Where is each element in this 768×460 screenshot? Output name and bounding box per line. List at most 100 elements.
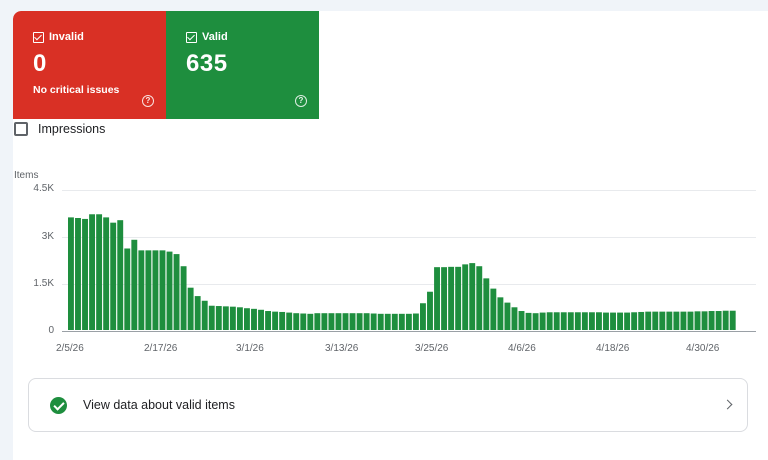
chart-bar[interactable] bbox=[222, 306, 229, 330]
chart-bar[interactable] bbox=[525, 312, 532, 330]
chart-bar[interactable] bbox=[518, 311, 525, 330]
chart-bar[interactable] bbox=[370, 313, 377, 330]
chart-bar[interactable] bbox=[504, 302, 511, 330]
invalid-tile[interactable]: Invalid 0 No critical issues ? bbox=[13, 11, 166, 119]
chart-bar[interactable] bbox=[497, 297, 504, 330]
chart-bar[interactable] bbox=[377, 313, 384, 330]
chart-bar[interactable] bbox=[511, 307, 518, 330]
chart-bar[interactable] bbox=[145, 250, 152, 330]
chart-bar[interactable] bbox=[68, 217, 74, 330]
chart-bar[interactable] bbox=[546, 312, 553, 330]
chart-bar[interactable] bbox=[729, 310, 736, 330]
chart-bar[interactable] bbox=[631, 312, 638, 330]
chart-bar[interactable] bbox=[560, 312, 567, 330]
chart-bar[interactable] bbox=[659, 311, 666, 330]
chart-bar[interactable] bbox=[490, 288, 497, 330]
impressions-checkbox[interactable] bbox=[14, 122, 28, 136]
chart-bar[interactable] bbox=[666, 311, 673, 330]
chart-bar[interactable] bbox=[581, 312, 588, 330]
chart-bar[interactable] bbox=[166, 251, 173, 330]
help-icon[interactable]: ? bbox=[142, 95, 154, 107]
chart-bar[interactable] bbox=[673, 311, 680, 330]
impressions-toggle[interactable]: Impressions bbox=[14, 122, 105, 136]
chart-bar[interactable] bbox=[349, 313, 356, 330]
chart-bar[interactable] bbox=[532, 313, 539, 330]
chart-bar[interactable] bbox=[715, 311, 722, 330]
chart-bar[interactable] bbox=[314, 313, 321, 330]
chart-bar[interactable] bbox=[131, 239, 138, 330]
chart-bar[interactable] bbox=[391, 313, 398, 330]
help-icon[interactable]: ? bbox=[295, 95, 307, 107]
chart-bar[interactable] bbox=[412, 313, 419, 330]
chart-bar[interactable] bbox=[124, 248, 131, 330]
chart-bar[interactable] bbox=[82, 218, 88, 330]
chart-bar[interactable] bbox=[201, 300, 208, 330]
chart-bar[interactable] bbox=[462, 264, 469, 330]
chart-bar[interactable] bbox=[293, 313, 300, 330]
chart-bar[interactable] bbox=[384, 313, 391, 330]
chart-bar[interactable] bbox=[251, 308, 257, 330]
chart-bar[interactable] bbox=[215, 306, 222, 330]
chart-bar[interactable] bbox=[645, 311, 652, 330]
chart-bar[interactable] bbox=[307, 313, 314, 330]
chart-bar[interactable] bbox=[588, 312, 595, 330]
chart-bar[interactable] bbox=[75, 218, 81, 330]
chart-bar[interactable] bbox=[553, 312, 560, 330]
chart-bar[interactable] bbox=[342, 313, 349, 330]
chart-bar[interactable] bbox=[89, 214, 96, 330]
chart-bar[interactable] bbox=[356, 313, 363, 330]
checkbox-icon[interactable] bbox=[33, 31, 44, 43]
chart-bar[interactable] bbox=[476, 266, 483, 330]
chart-bar[interactable] bbox=[117, 220, 124, 330]
view-valid-items-button[interactable]: View data about valid items bbox=[28, 378, 748, 432]
chart-bar[interactable] bbox=[420, 303, 426, 330]
chart-bar[interactable] bbox=[624, 312, 631, 330]
chart-bar[interactable] bbox=[194, 296, 201, 330]
chart-bar[interactable] bbox=[159, 250, 166, 330]
chart-bar[interactable] bbox=[722, 310, 729, 330]
chart-bar[interactable] bbox=[441, 267, 448, 330]
chart-bar[interactable] bbox=[574, 312, 581, 330]
chart-bar[interactable] bbox=[567, 312, 574, 330]
chart-bar[interactable] bbox=[603, 312, 609, 330]
chart-bar[interactable] bbox=[236, 307, 243, 330]
chart-bar[interactable] bbox=[610, 312, 616, 330]
chart-bar[interactable] bbox=[258, 309, 264, 330]
chart-bar[interactable] bbox=[539, 312, 546, 330]
chart-bar[interactable] bbox=[596, 312, 602, 330]
chart-bar[interactable] bbox=[321, 313, 328, 330]
chart-bar[interactable] bbox=[286, 312, 293, 330]
chart-bar[interactable] bbox=[96, 214, 103, 330]
chart-bar[interactable] bbox=[335, 313, 342, 330]
chart-bar[interactable] bbox=[708, 311, 715, 330]
chart-bar[interactable] bbox=[152, 250, 159, 330]
chart-bar[interactable] bbox=[103, 217, 110, 330]
chart-bar[interactable] bbox=[652, 311, 659, 330]
chart-bar[interactable] bbox=[173, 254, 180, 330]
chart-bar[interactable] bbox=[405, 313, 412, 330]
chart-bar[interactable] bbox=[187, 287, 194, 330]
chart-bar[interactable] bbox=[448, 266, 455, 330]
chart-bar[interactable] bbox=[483, 278, 490, 330]
chart-bar[interactable] bbox=[687, 311, 694, 330]
chart-bar[interactable] bbox=[455, 266, 462, 330]
chart-bar[interactable] bbox=[138, 250, 145, 330]
chart-bar[interactable] bbox=[265, 311, 272, 330]
chart-bar[interactable] bbox=[279, 311, 286, 330]
chart-bar[interactable] bbox=[469, 263, 476, 330]
checkbox-icon[interactable] bbox=[186, 31, 197, 43]
chart-bar[interactable] bbox=[328, 313, 335, 330]
chart-bar[interactable] bbox=[272, 311, 279, 330]
chart-bar[interactable] bbox=[694, 311, 701, 330]
chart-bar[interactable] bbox=[398, 313, 405, 330]
valid-tile[interactable]: Valid 635 ? bbox=[166, 11, 319, 119]
chart-bar[interactable] bbox=[617, 312, 624, 330]
chart-bar[interactable] bbox=[363, 313, 370, 330]
chart-bar[interactable] bbox=[110, 222, 117, 330]
chart-bar[interactable] bbox=[434, 267, 440, 330]
chart-bar[interactable] bbox=[300, 313, 307, 330]
chart-bar[interactable] bbox=[244, 308, 250, 330]
chart-bar[interactable] bbox=[701, 311, 708, 330]
chart-bar[interactable] bbox=[638, 311, 645, 330]
chart-bar[interactable] bbox=[229, 306, 236, 330]
